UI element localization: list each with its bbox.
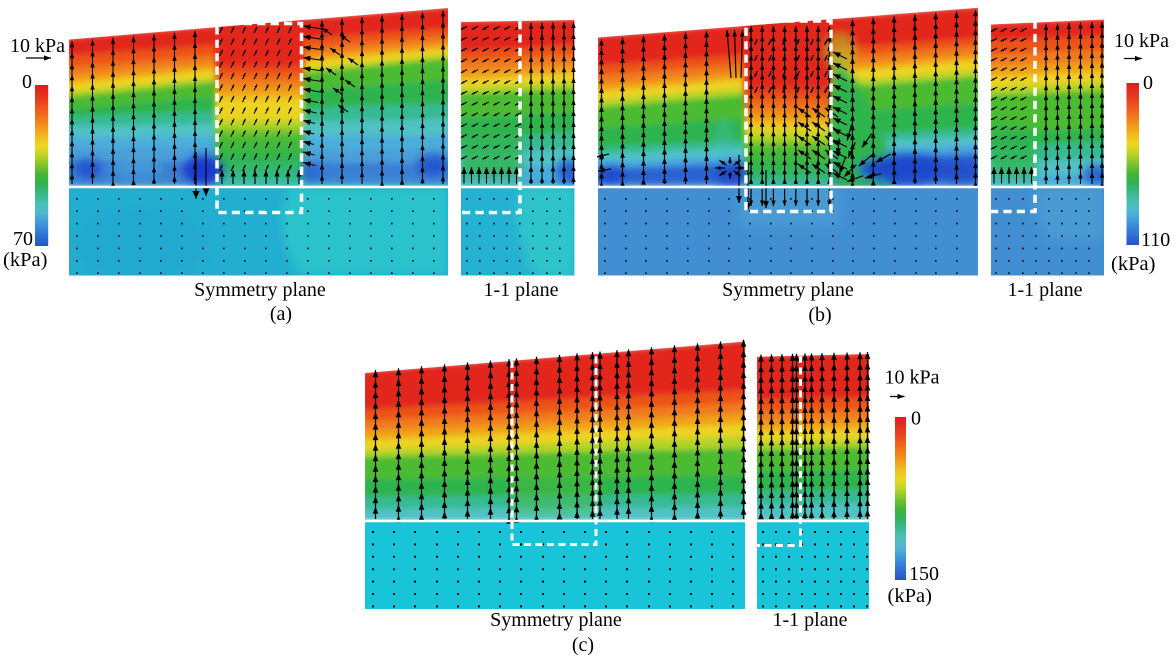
svg-text:110: 110: [1141, 229, 1170, 251]
svg-text:0: 0: [22, 71, 32, 93]
svg-text:Symmetry plane: Symmetry plane: [490, 609, 622, 631]
svg-text:(b): (b): [808, 304, 831, 326]
svg-text:10 kPa: 10 kPa: [885, 367, 940, 389]
svg-text:1-1 plane: 1-1 plane: [484, 279, 559, 301]
svg-text:(kPa): (kPa): [888, 585, 932, 607]
svg-text:1-1 plane: 1-1 plane: [773, 609, 848, 631]
svg-text:10 kPa: 10 kPa: [1114, 30, 1169, 52]
svg-text:0: 0: [911, 408, 921, 430]
svg-text:10 kPa: 10 kPa: [10, 35, 65, 57]
svg-text:Symmetry plane: Symmetry plane: [194, 279, 326, 301]
svg-text:0: 0: [1143, 72, 1153, 94]
svg-text:Symmetry plane: Symmetry plane: [722, 279, 854, 301]
svg-text:70: 70: [13, 228, 33, 250]
svg-text:(kPa): (kPa): [1111, 253, 1155, 275]
svg-text:(kPa): (kPa): [3, 249, 47, 271]
svg-text:(c): (c): [572, 634, 594, 656]
svg-text:(a): (a): [270, 303, 292, 325]
svg-text:150: 150: [909, 563, 939, 585]
svg-text:1-1 plane: 1-1 plane: [1008, 279, 1083, 301]
